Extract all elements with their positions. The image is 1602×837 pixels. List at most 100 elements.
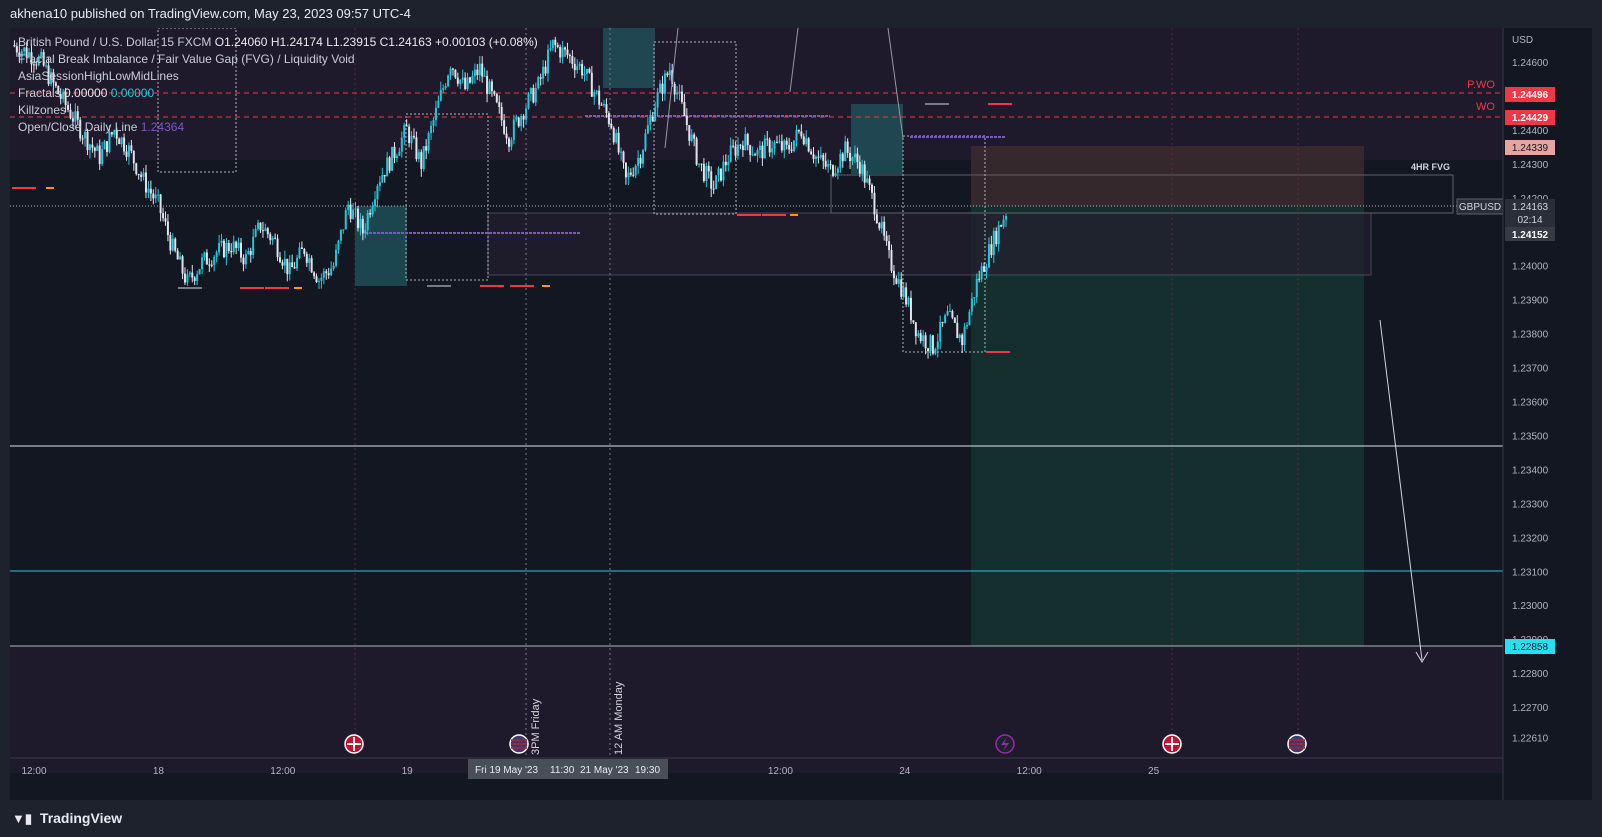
candle-body	[500, 106, 503, 121]
candle-body	[824, 160, 827, 167]
wo-price: 1.24429	[1512, 113, 1549, 124]
candle-body	[147, 188, 150, 193]
candle-body	[610, 123, 613, 129]
candle-body	[544, 66, 547, 74]
candle-body	[473, 69, 476, 77]
tradingview-logo-icon[interactable]: ▼▮	[12, 811, 33, 826]
candle-body	[439, 90, 442, 101]
candle-body	[780, 141, 783, 151]
candle-body	[498, 102, 501, 107]
uk-flag-icon[interactable]	[344, 734, 364, 754]
candle-body	[376, 185, 379, 200]
candle-body	[829, 164, 832, 166]
candle-body	[171, 238, 174, 251]
candle-body	[235, 241, 238, 249]
chart-area[interactable]: P.WO WO 4HR FVG 3PM Friday 12 AM Monday …	[10, 28, 1592, 800]
candle-body	[827, 164, 830, 167]
candle-body	[598, 90, 601, 105]
target-price: 1.22858	[1512, 642, 1549, 653]
candle-body	[853, 153, 856, 158]
brand-name[interactable]: TradingView	[39, 810, 123, 826]
candle-body	[756, 149, 759, 156]
x-tick-label: 12:00	[768, 766, 793, 777]
y-tick-label: 1.23300	[1512, 499, 1549, 510]
candle-body	[471, 76, 474, 83]
candle-body	[240, 242, 243, 258]
candle-body	[734, 146, 737, 156]
fractals-value-1: 0.00000	[64, 86, 108, 100]
y-ticks: 1.246001.244001.243001.242001.240001.239…	[1512, 58, 1549, 745]
us-flag-icon[interactable]	[1287, 734, 1307, 754]
candle-body	[832, 165, 835, 176]
candle-body	[203, 252, 206, 258]
session-box	[157, 28, 237, 173]
candle-body	[57, 86, 60, 95]
candle-body	[186, 274, 189, 283]
candle-body	[668, 70, 671, 76]
indicator-fractals[interactable]: Fractals 0.00000 0.00000	[18, 85, 538, 102]
candle-body	[291, 262, 294, 268]
candle-body	[137, 174, 140, 176]
candle-body	[410, 135, 413, 144]
candle-body	[505, 133, 508, 139]
candle-body	[844, 141, 847, 162]
killzone-box	[603, 28, 655, 88]
us-flag-icon[interactable]	[509, 734, 529, 754]
candle-body	[247, 250, 250, 254]
candle-body	[744, 134, 747, 150]
chart-svg[interactable]: P.WO WO 4HR FVG 3PM Friday 12 AM Monday …	[10, 28, 1592, 800]
candle-body	[512, 119, 515, 140]
pwo-price: 1.24496	[1512, 90, 1549, 101]
symbol-name[interactable]: British Pound / U.S. Dollar 15 FXCM	[18, 35, 212, 49]
candle-body	[985, 267, 988, 272]
daily-line-value: 1.24364	[140, 120, 185, 134]
candle-body	[466, 77, 469, 90]
candle-body	[422, 146, 425, 169]
x-tick-label: 18	[153, 766, 165, 777]
candle-body	[434, 107, 437, 121]
candle-body	[162, 213, 165, 219]
uk-flag-icon[interactable]	[1162, 734, 1182, 754]
candle-body	[907, 297, 910, 305]
candle-body	[383, 174, 386, 177]
publish-text: akhena10 published on TradingView.com, M…	[10, 6, 411, 21]
lightning-icon[interactable]	[995, 734, 1015, 754]
candle-body	[417, 152, 420, 160]
candle-body	[793, 140, 796, 151]
indicator-killzones[interactable]: Killzones	[18, 103, 67, 117]
candle-body	[607, 113, 610, 124]
candle-body	[775, 141, 778, 143]
indicator-daily-line[interactable]: Open/Close Daily Line 1.24364	[18, 119, 538, 136]
candle-body	[23, 47, 26, 52]
candle-body	[551, 39, 554, 49]
candle-body	[71, 118, 74, 122]
indicator-fvg[interactable]: Fractal Break Imbalance / Fair Value Gap…	[18, 52, 355, 66]
monday-label: 12 AM Monday	[613, 681, 625, 755]
y-tick-label: 1.23700	[1512, 364, 1549, 375]
candle-body	[585, 69, 588, 74]
candle-body	[269, 234, 272, 241]
crosshair-date2: 21 May '23	[580, 765, 629, 776]
candle-body	[883, 221, 886, 236]
candle-body	[456, 77, 459, 84]
candle-body	[924, 335, 927, 349]
candle-body	[987, 244, 990, 268]
candle-body	[296, 257, 299, 269]
candle-body	[110, 132, 113, 135]
candle-body	[64, 91, 67, 106]
candle-body	[281, 262, 284, 266]
y-tick-label: 1.23600	[1512, 397, 1549, 408]
candle-body	[244, 253, 247, 265]
candle-body	[313, 272, 316, 277]
x-tick-label: 12:00	[21, 766, 46, 777]
symbol-row[interactable]: British Pound / U.S. Dollar 15 FXCM O1.2…	[18, 34, 538, 51]
candle-body	[274, 237, 277, 239]
candle-body	[169, 235, 172, 251]
candle-body	[403, 125, 406, 138]
candle-body	[931, 335, 934, 354]
candle-body	[81, 138, 84, 140]
indicator-asia[interactable]: AsiaSessionHighLowMidLines	[18, 69, 179, 83]
candle-body	[727, 161, 730, 166]
candle-body	[47, 65, 50, 85]
candle-body	[819, 154, 822, 158]
